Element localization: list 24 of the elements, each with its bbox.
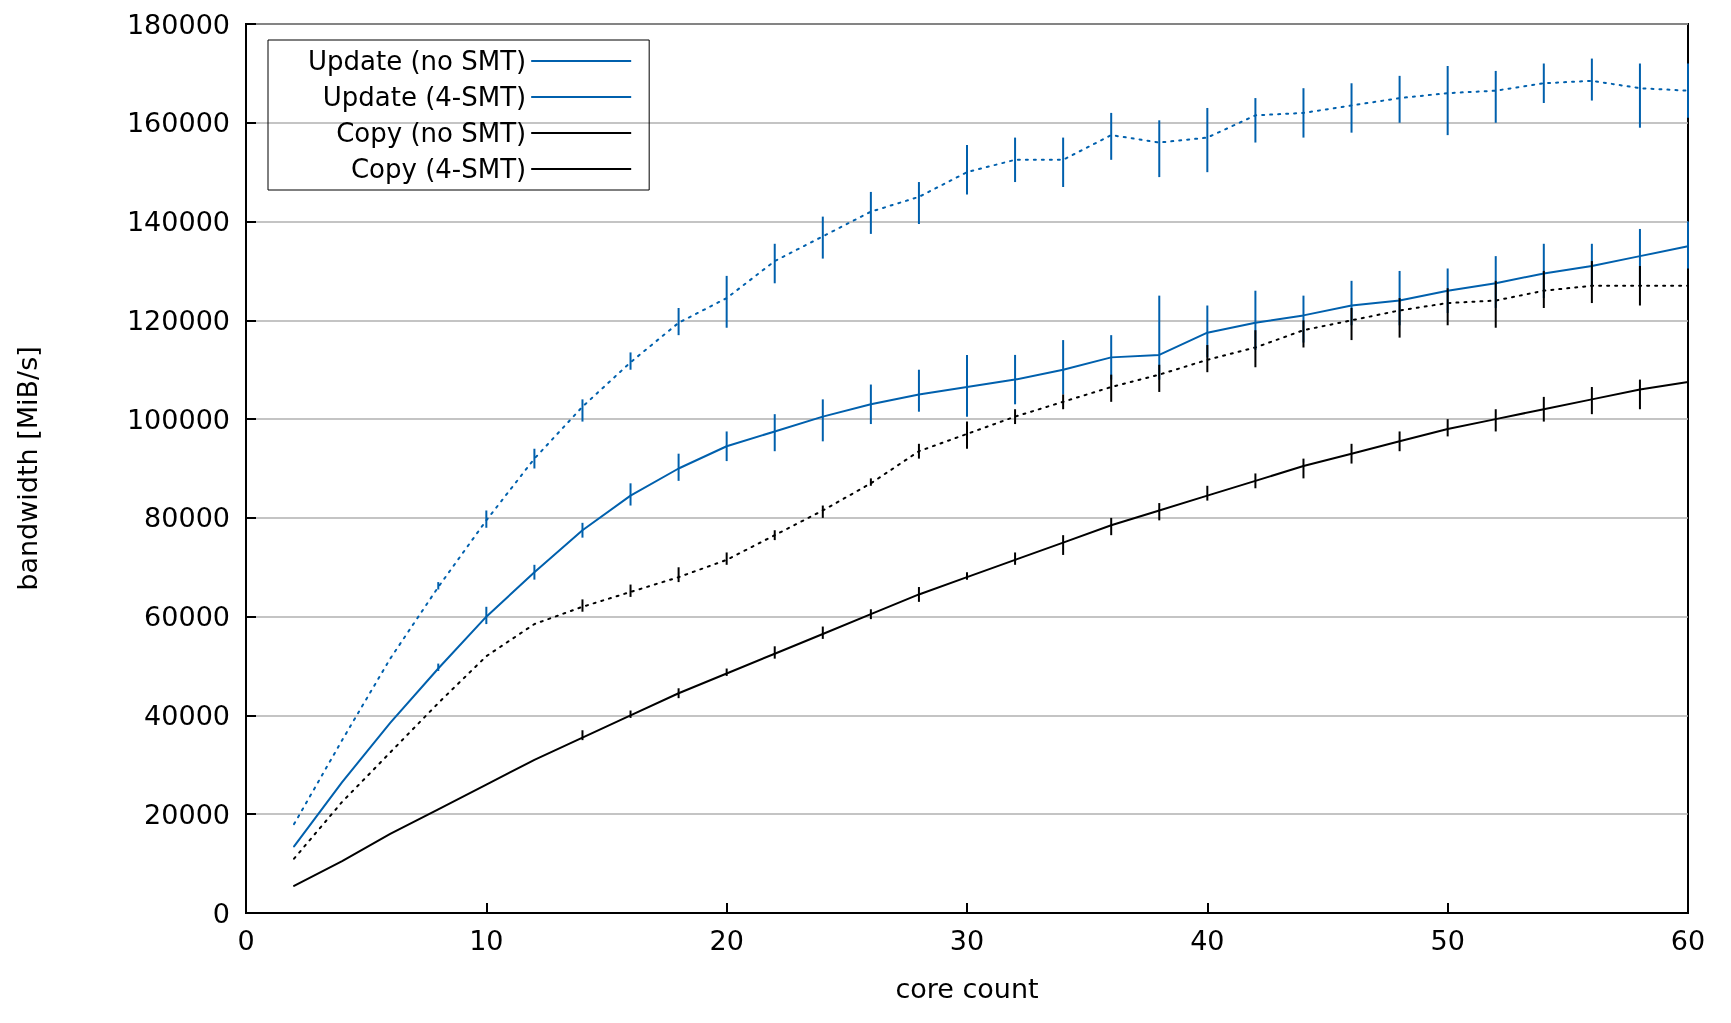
legend-label: Copy (no SMT) bbox=[336, 118, 527, 148]
x-tick-label: 60 bbox=[1670, 925, 1706, 956]
x-tick-label: 10 bbox=[469, 925, 504, 956]
x-tick-label: 50 bbox=[1430, 925, 1465, 956]
line-series bbox=[293, 381, 1689, 887]
y-tick-label: 40000 bbox=[144, 699, 230, 731]
y-tick-label: 60000 bbox=[144, 601, 230, 633]
x-tick-label: 30 bbox=[949, 925, 985, 956]
y-tick-label: 180000 bbox=[126, 8, 230, 40]
x-tick-label: 40 bbox=[1190, 925, 1225, 956]
y-tick-label: 80000 bbox=[144, 502, 230, 534]
y-tick-label: 140000 bbox=[126, 206, 230, 238]
legend-label: Update (no SMT) bbox=[307, 46, 527, 76]
y-tick-label: 20000 bbox=[144, 798, 230, 830]
y-tick-label: 120000 bbox=[126, 304, 230, 336]
y-axis-title: bandwidth [MiB/s] bbox=[12, 346, 43, 591]
x-axis-title: core count bbox=[895, 973, 1039, 1004]
x-tick-label: 0 bbox=[237, 925, 255, 956]
y-tick-label: 0 bbox=[212, 897, 230, 929]
y-tick-label: 100000 bbox=[126, 403, 230, 435]
x-tick-label: 20 bbox=[709, 925, 744, 956]
legend-label: Update (4-SMT) bbox=[322, 82, 527, 112]
legend-label: Copy (4-SMT) bbox=[350, 154, 527, 184]
y-tick-label: 160000 bbox=[126, 107, 230, 139]
